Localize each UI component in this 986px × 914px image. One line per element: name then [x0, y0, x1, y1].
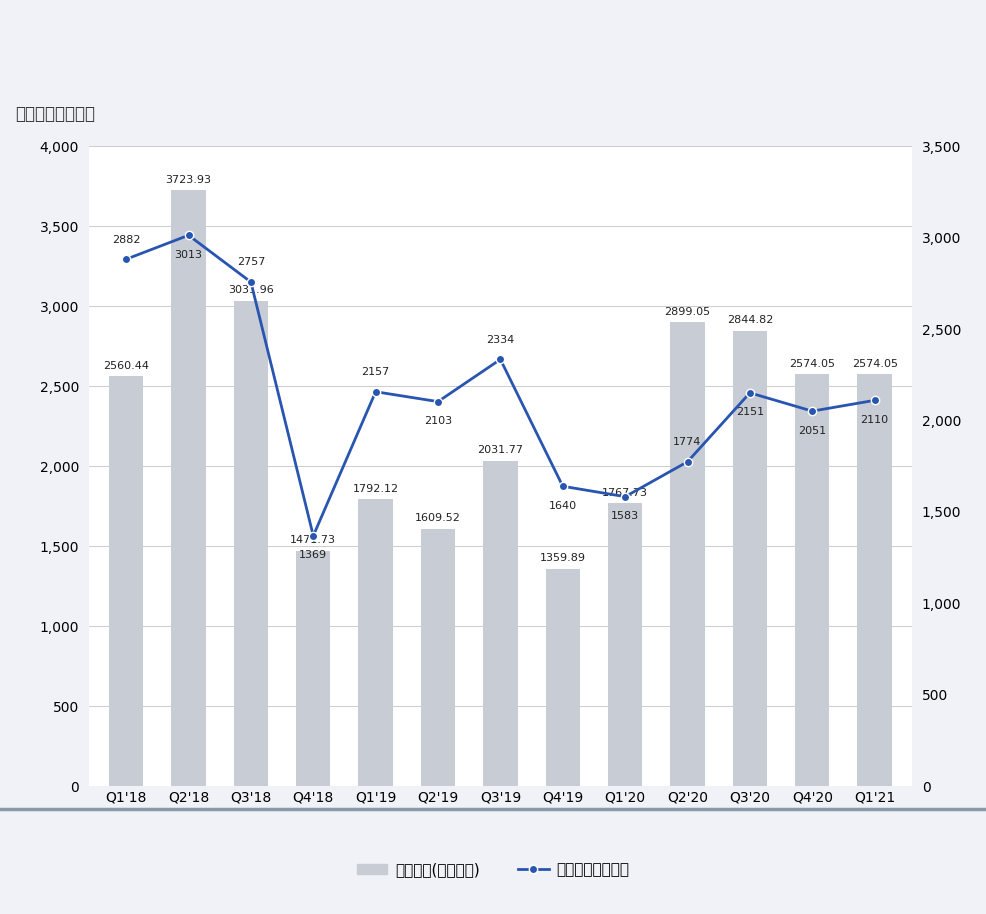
Bar — [733, 331, 767, 786]
Text: 1792.12: 1792.12 — [353, 484, 398, 494]
Text: 2157: 2157 — [362, 367, 389, 377]
Bar — [359, 499, 392, 786]
Text: 1640: 1640 — [548, 501, 577, 511]
Text: 2031.77: 2031.77 — [477, 445, 524, 455]
Bar — [608, 504, 642, 786]
Bar — [483, 461, 518, 786]
Text: 1609.52: 1609.52 — [415, 513, 461, 523]
Text: 2103: 2103 — [424, 416, 453, 426]
Text: 1369: 1369 — [299, 550, 327, 560]
Text: 2757: 2757 — [237, 258, 265, 268]
Text: 1774: 1774 — [673, 437, 702, 447]
Bar — [172, 190, 206, 786]
Bar — [670, 323, 705, 786]
Text: 2051: 2051 — [799, 426, 826, 436]
Text: 2844.82: 2844.82 — [727, 315, 773, 325]
Text: 3723.93: 3723.93 — [166, 175, 212, 185]
Text: 3013: 3013 — [175, 250, 202, 260]
Bar — [109, 377, 143, 786]
Text: 2882: 2882 — [112, 235, 140, 245]
Bar — [296, 550, 330, 786]
Text: 1767.73: 1767.73 — [602, 488, 648, 498]
Text: 1583: 1583 — [611, 511, 639, 521]
Text: 2560.44: 2560.44 — [104, 361, 149, 371]
Text: 2899.05: 2899.05 — [665, 307, 711, 317]
Text: 2334: 2334 — [486, 335, 515, 345]
Text: 2110: 2110 — [861, 415, 888, 425]
Text: 金额（亿人民币）: 金额（亿人民币） — [15, 105, 95, 122]
Text: 1471.73: 1471.73 — [290, 535, 336, 545]
Bar — [545, 569, 580, 786]
Text: 1359.89: 1359.89 — [539, 553, 586, 563]
Bar — [795, 375, 829, 786]
Text: 3031.96: 3031.96 — [228, 285, 274, 295]
Bar — [858, 375, 891, 786]
Text: 2574.05: 2574.05 — [852, 358, 897, 368]
Bar — [421, 528, 456, 786]
Text: 2574.05: 2574.05 — [789, 358, 835, 368]
Legend: 投资金额(亿人民币), 投资案例数（起）: 投资金额(亿人民币), 投资案例数（起） — [351, 856, 635, 884]
Text: 2151: 2151 — [736, 408, 764, 418]
Bar — [234, 301, 268, 786]
